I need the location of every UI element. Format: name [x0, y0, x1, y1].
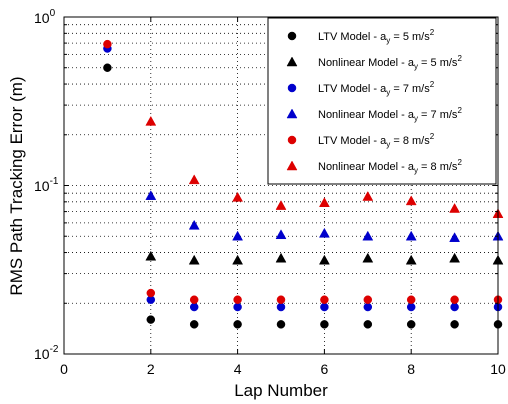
y-tick-labels: 10-2 10-1 100 [34, 8, 59, 362]
data-point-triangle [405, 230, 417, 241]
data-point-triangle [449, 252, 461, 263]
data-point-triangle [449, 203, 461, 213]
x-tick-label: 8 [407, 361, 415, 377]
data-point-circle [233, 320, 242, 329]
x-tick-label: 0 [60, 361, 68, 377]
legend-marker [287, 83, 297, 93]
axis-ticks [63, 16, 499, 355]
x-tick-label: 6 [321, 361, 329, 377]
data-point-circle [363, 295, 373, 304]
data-point-circle [146, 288, 156, 298]
data-point-triangle [188, 174, 200, 185]
legend-marker [286, 108, 298, 119]
legend-markers [286, 31, 298, 171]
data-point-triangle [362, 230, 374, 241]
data-point-triangle [232, 191, 244, 202]
data-point-circle [406, 295, 416, 304]
series-3 [145, 190, 504, 242]
data-point-triangle [362, 252, 374, 263]
data-point-circle [189, 295, 199, 304]
legend-entry-nonlinear-8: Nonlinear Model - ay = 8 m/s2 [318, 158, 462, 175]
legend-marker [287, 135, 297, 145]
legend-marker [286, 160, 298, 171]
data-point-circle [276, 320, 286, 329]
data-point-triangle [145, 250, 157, 261]
data-point-circle [450, 295, 459, 304]
data-point-triangle [232, 254, 244, 265]
series-4 [103, 39, 503, 304]
y-tick-label: 10-1 [34, 176, 59, 194]
data-point-triangle [362, 191, 374, 201]
data-point-triangle [405, 195, 417, 206]
x-tick-label: 10 [490, 361, 506, 377]
data-point-triangle [188, 254, 200, 265]
y-tick-label: 100 [34, 8, 56, 26]
x-tick-labels: 0 2 4 6 8 10 [60, 361, 506, 377]
data-point-triangle [275, 229, 287, 240]
legend: LTV Model - ay = 5 m/s2 Nonlinear Model … [267, 17, 497, 185]
legend-entry-ltv-7: LTV Model - ay = 7 m/s2 [318, 80, 435, 97]
legend-entry-nonlinear-5: Nonlinear Model - ay = 5 m/s2 [318, 54, 462, 71]
data-point-circle [103, 63, 112, 72]
legend-entry-ltv-8: LTV Model - ay = 8 m/s2 [318, 132, 435, 149]
data-point-circle [450, 320, 459, 329]
series-5 [145, 115, 504, 218]
data-point-triangle [318, 227, 330, 238]
data-point-triangle [188, 219, 200, 230]
data-point-triangle [449, 232, 461, 242]
legend-marker [286, 56, 298, 67]
data-point-circle [276, 295, 286, 304]
data-point-triangle [318, 197, 330, 207]
x-tick-label: 2 [147, 361, 155, 377]
data-point-circle [363, 302, 373, 312]
data-marks [103, 39, 504, 329]
data-point-circle [146, 315, 156, 324]
data-point-circle [189, 320, 199, 329]
series-0 [103, 63, 503, 329]
data-point-triangle [318, 254, 330, 265]
data-point-circle [320, 320, 329, 329]
x-axis-label: Lap Number [234, 381, 328, 400]
y-axis-label: RMS Path Tracking Error (m) [7, 76, 26, 295]
data-point-circle [233, 302, 242, 312]
data-point-circle [406, 302, 416, 312]
data-point-triangle [275, 252, 287, 263]
data-point-circle [320, 295, 329, 304]
data-point-circle [189, 302, 199, 312]
y-tick-label: 10-2 [34, 344, 59, 362]
legend-marker [287, 31, 297, 41]
data-point-circle [320, 302, 329, 312]
data-point-circle [103, 39, 112, 49]
data-point-triangle [275, 200, 287, 210]
data-point-triangle [232, 230, 244, 241]
data-point-circle [450, 302, 459, 312]
legend-entry-nonlinear-7: Nonlinear Model - ay = 7 m/s2 [318, 106, 462, 123]
legend-box [267, 17, 497, 185]
data-point-circle [406, 320, 416, 329]
legend-entry-ltv-5: LTV Model - ay = 5 m/s2 [318, 28, 435, 45]
x-tick-label: 4 [234, 361, 242, 377]
series-1 [145, 250, 504, 265]
data-point-triangle [145, 190, 157, 200]
data-point-circle [276, 302, 286, 312]
data-point-circle [363, 320, 373, 329]
data-point-triangle [145, 115, 157, 126]
data-point-circle [233, 295, 242, 304]
data-point-triangle [405, 254, 417, 265]
